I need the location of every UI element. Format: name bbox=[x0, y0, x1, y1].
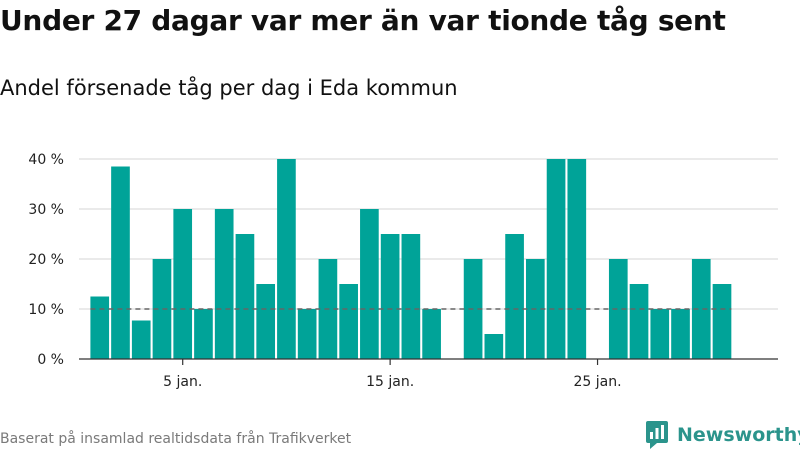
bar bbox=[360, 209, 379, 359]
bars bbox=[90, 159, 732, 359]
y-tick-label: 30 % bbox=[28, 202, 64, 218]
bar bbox=[608, 259, 628, 359]
bar bbox=[422, 309, 441, 359]
x-axis bbox=[79, 358, 778, 365]
x-axis-labels: 5 jan. 15 jan. 25 jan. bbox=[163, 374, 621, 390]
bar bbox=[111, 166, 130, 359]
bar bbox=[629, 284, 649, 359]
bar bbox=[712, 284, 732, 359]
bar bbox=[505, 234, 524, 359]
bar bbox=[567, 159, 587, 359]
bar bbox=[90, 296, 110, 359]
y-tick-label: 10 % bbox=[28, 302, 64, 318]
bar bbox=[173, 209, 193, 359]
bar bbox=[546, 159, 566, 359]
bar bbox=[194, 309, 213, 359]
bar bbox=[671, 309, 690, 359]
y-axis-labels: 0 % 10 % 20 % 30 % 40 % bbox=[28, 152, 64, 368]
newsworthy-logo-icon bbox=[646, 421, 668, 449]
bar bbox=[650, 309, 670, 359]
y-tick-label: 40 % bbox=[28, 152, 64, 168]
bar bbox=[131, 320, 151, 359]
brand[interactable]: Newsworthy bbox=[645, 420, 800, 450]
bar bbox=[256, 284, 276, 359]
chart-subtitle: Andel försenade tåg per dag i Eda kommun bbox=[0, 76, 458, 100]
bar bbox=[214, 209, 234, 359]
y-tick-label: 20 % bbox=[28, 252, 64, 268]
brand-name: Newsworthy bbox=[677, 424, 800, 446]
bar bbox=[380, 234, 400, 359]
bar bbox=[484, 334, 504, 359]
x-tick-label: 5 jan. bbox=[163, 374, 202, 390]
y-tick-label: 0 % bbox=[37, 352, 64, 368]
x-tick-label: 15 jan. bbox=[366, 374, 414, 390]
bar bbox=[401, 234, 421, 359]
bar bbox=[691, 259, 711, 359]
chart-title: Under 27 dagar var mer än var tionde tåg… bbox=[0, 4, 726, 37]
bar bbox=[235, 234, 255, 359]
bar bbox=[277, 159, 296, 359]
bar bbox=[152, 259, 172, 359]
x-tick-label: 25 jan. bbox=[574, 374, 622, 390]
bar bbox=[297, 309, 317, 359]
bar bbox=[339, 284, 358, 359]
source-note: Baserat på insamlad realtidsdata från Tr… bbox=[0, 431, 352, 447]
